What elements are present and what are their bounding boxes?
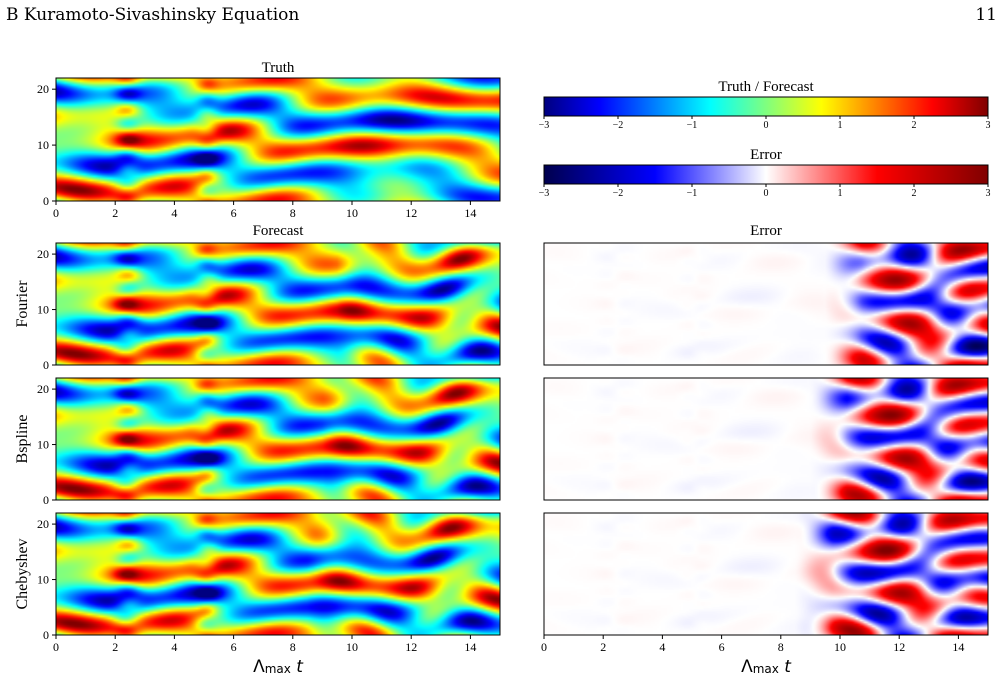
colorbar-tick-label: 1 bbox=[838, 120, 843, 131]
fourier-forecast-ytick-label: 0 bbox=[43, 358, 49, 372]
colorbar-tick-label: −2 bbox=[613, 120, 624, 131]
chebyshev-error-xtick-label: 12 bbox=[893, 640, 905, 654]
fourier-forecast-ytick-label: 10 bbox=[37, 303, 49, 317]
truth-ytick-label: 10 bbox=[37, 138, 49, 152]
truth-xtick-label: 10 bbox=[346, 206, 358, 220]
chebyshev-forecast-heatmap bbox=[56, 513, 500, 635]
truth-xtick-label: 14 bbox=[464, 206, 476, 220]
colorbar-tick-label: 0 bbox=[764, 120, 769, 131]
truth-panel bbox=[55, 77, 501, 202]
chebyshev-error-heatmap bbox=[544, 513, 988, 635]
colorbar-tick-label: 2 bbox=[912, 188, 917, 199]
colorbar-truth-forecast-title: Truth / Forecast bbox=[718, 79, 814, 95]
colorbar-tick-label: −3 bbox=[539, 188, 550, 199]
colorbar-tick-label: 1 bbox=[838, 188, 843, 199]
bspline-forecast-ytick-label: 20 bbox=[37, 382, 49, 396]
chebyshev-forecast-xtick-label: 12 bbox=[405, 640, 417, 654]
chebyshev-forecast-xtick-label: 10 bbox=[346, 640, 358, 654]
chebyshev-forecast-xtick-label: 4 bbox=[171, 640, 177, 654]
chebyshev-error-xtick-label: 0 bbox=[541, 640, 547, 654]
forecast-title: Forecast bbox=[253, 223, 305, 239]
chebyshev-error-xtick-label: 8 bbox=[778, 640, 784, 654]
truth-xtick-label: 8 bbox=[290, 206, 296, 220]
bspline-forecast-panel bbox=[55, 377, 501, 501]
truth-xtick-label: 12 bbox=[405, 206, 417, 220]
truth-xtick-label: 4 bbox=[171, 206, 177, 220]
fourier-error-panel bbox=[543, 242, 989, 366]
truth-ytick-label: 0 bbox=[43, 194, 49, 208]
bspline-error-panel bbox=[543, 377, 989, 501]
page-number: 11 bbox=[975, 5, 997, 25]
truth-xtick-label: 6 bbox=[231, 206, 237, 220]
colorbar-seismic-gradient bbox=[543, 164, 989, 185]
fourier-forecast-heatmap bbox=[56, 243, 500, 365]
colorbar-jet-gradient bbox=[543, 96, 989, 117]
chebyshev-error-xtick-label: 6 bbox=[719, 640, 725, 654]
truth-xtick-label: 2 bbox=[112, 206, 118, 220]
chebyshev-forecast-xtick-label: 0 bbox=[53, 640, 59, 654]
colorbar-tick-label: 3 bbox=[986, 120, 991, 131]
truth-ytick-label: 20 bbox=[37, 82, 49, 96]
chebyshev-forecast-xtick-label: 2 bbox=[112, 640, 118, 654]
bspline-forecast-ytick-label: 10 bbox=[37, 438, 49, 452]
chebyshev-error-panel bbox=[543, 512, 989, 636]
chebyshev-error-xtick-label: 10 bbox=[834, 640, 846, 654]
fourier-error-heatmap bbox=[544, 243, 988, 365]
chebyshev-forecast-xtick-label: 6 bbox=[231, 640, 237, 654]
chebyshev-forecast-xtick-label: 8 bbox=[290, 640, 296, 654]
fourier-forecast-ytick-label: 20 bbox=[37, 247, 49, 261]
colorbar-tick-label: −3 bbox=[539, 120, 550, 131]
section-header: B Kuramoto-Sivashinsky Equation bbox=[6, 5, 300, 25]
truth-xtick-label: 0 bbox=[53, 206, 59, 220]
colorbar-error-title: Error bbox=[750, 147, 782, 163]
chebyshev-forecast-ytick-label: 20 bbox=[37, 517, 49, 531]
colorbar-tick-label: 2 bbox=[912, 120, 917, 131]
error-title: Error bbox=[750, 223, 782, 239]
chebyshev-error-xtick-label: 2 bbox=[600, 640, 606, 654]
truth-title: Truth bbox=[262, 60, 295, 76]
colorbar-truth-forecast: Truth / Forecast −3 −2 −1 0 1 2 3 bbox=[539, 79, 991, 131]
row-label-fourier: Fourier bbox=[14, 280, 31, 328]
colorbar-tick-label: 0 bbox=[764, 188, 769, 199]
bspline-forecast-heatmap bbox=[56, 378, 500, 500]
chebyshev-error-xtick-label: 14 bbox=[952, 640, 964, 654]
x-axis-label-right: Λmax t bbox=[741, 657, 792, 677]
fourier-forecast-panel bbox=[55, 242, 501, 366]
x-axis-label-left: Λmax t bbox=[253, 657, 304, 677]
chebyshev-forecast-panel bbox=[55, 512, 501, 636]
row-label-bspline: Bspline bbox=[14, 415, 31, 464]
row-label-chebyshev: Chebyshev bbox=[14, 538, 31, 609]
chebyshev-forecast-ytick-label: 10 bbox=[37, 573, 49, 587]
chebyshev-error-xtick-label: 4 bbox=[659, 640, 665, 654]
chebyshev-forecast-ytick-label: 0 bbox=[43, 628, 49, 642]
bspline-forecast-ytick-label: 0 bbox=[43, 493, 49, 507]
colorbar-tick-label: 3 bbox=[986, 188, 991, 199]
colorbar-tick-label: −1 bbox=[687, 188, 698, 199]
colorbar-error: Error −3 −2 −1 0 1 2 3 bbox=[539, 147, 991, 199]
truth-heatmap bbox=[56, 78, 500, 201]
chebyshev-forecast-xtick-label: 14 bbox=[464, 640, 476, 654]
colorbar-tick-label: −2 bbox=[613, 188, 624, 199]
bspline-error-heatmap bbox=[544, 378, 988, 500]
colorbar-tick-label: −1 bbox=[687, 120, 698, 131]
